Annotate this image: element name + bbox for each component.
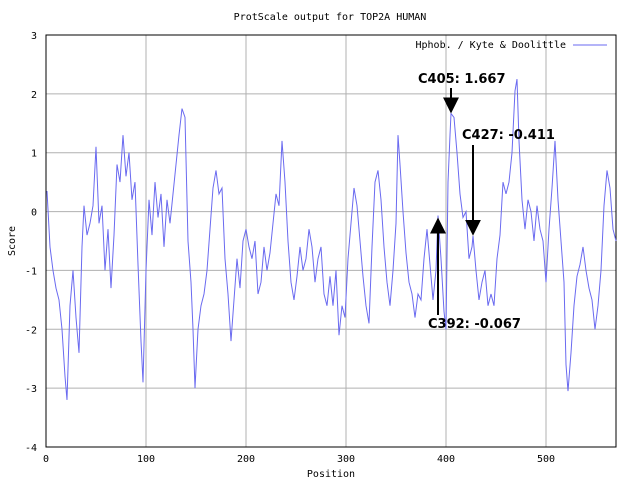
x-tick-label: 100 — [137, 454, 155, 465]
legend: Hphob. / Kyte & Doolittle — [415, 40, 607, 51]
axis-ticks: 3 2 1 0 -1 -2 -3 -4 0 100 200 300 400 500 — [25, 31, 555, 465]
y-tick-label: -2 — [25, 325, 37, 336]
y-tick-label: -1 — [25, 266, 37, 277]
y-tick-label: -4 — [25, 443, 37, 454]
annotation-c427-label: C427: -0.411 — [462, 128, 555, 143]
x-tick-label: 200 — [237, 454, 255, 465]
plot-frame — [45, 34, 617, 448]
y-tick-label: 0 — [31, 208, 37, 219]
grid — [46, 35, 616, 447]
x-tick-label: 500 — [537, 454, 555, 465]
y-tick-label: 2 — [31, 90, 37, 101]
annotations: C405: 1.667 C427: -0.411 C392: -0.067 — [418, 72, 555, 332]
y-tick-label: 3 — [31, 31, 37, 42]
legend-label: Hphob. / Kyte & Doolittle — [415, 40, 566, 51]
annotation-c392-label: C392: -0.067 — [428, 317, 521, 332]
series-line-hydrophobicity — [46, 79, 617, 400]
annotation-c405-label: C405: 1.667 — [418, 72, 506, 87]
x-tick-label: 300 — [337, 454, 355, 465]
x-tick-label: 400 — [437, 454, 455, 465]
y-tick-label: -3 — [25, 384, 37, 395]
x-tick-label: 0 — [43, 454, 49, 465]
y-tick-label: 1 — [31, 149, 37, 160]
chart-title: ProtScale output for TOP2A HUMAN — [234, 12, 427, 23]
y-axis-label: Score — [7, 226, 18, 256]
x-axis-label: Position — [307, 469, 355, 480]
